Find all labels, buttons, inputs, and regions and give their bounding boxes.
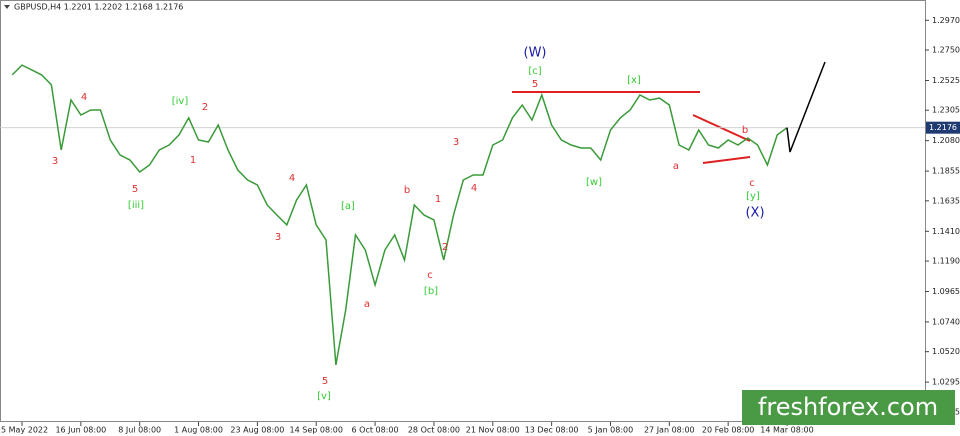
y-tick-label: 1.2305 <box>932 106 960 115</box>
wave-label: 4 <box>289 173 295 184</box>
wave-label: [x] <box>627 75 641 86</box>
wave-label: b <box>404 185 410 196</box>
wave-label: 3 <box>453 137 459 148</box>
y-tick-label: 1.0740 <box>932 317 960 326</box>
wave-label: [b] <box>424 286 438 297</box>
wave-label: b <box>742 125 748 136</box>
x-tick-label: 23 Aug 08:00 <box>230 426 284 435</box>
price-line <box>11 64 788 366</box>
y-tick-label: 1.2525 <box>932 76 960 85</box>
x-tick-label: 16 Jun 08:00 <box>55 426 106 435</box>
projection-line <box>786 61 826 153</box>
wave-label: (W) <box>524 46 547 61</box>
wave-label: (X) <box>745 206 764 221</box>
y-tick-label: 1.0520 <box>932 347 960 356</box>
wave-label: [iv] <box>172 96 189 107</box>
x-tick-label: 14 Mar 08:00 <box>760 426 813 435</box>
x-tick-label: 27 Jan 08:00 <box>644 426 695 435</box>
wave-label: [iii] <box>128 200 144 211</box>
wave-label: a <box>364 299 370 310</box>
wave-label: 2 <box>442 242 448 253</box>
menu-arrow[interactable] <box>4 5 10 9</box>
wave-label: c <box>427 270 433 281</box>
y-tick-label: 1.1855 <box>932 167 960 176</box>
wave-label: 1 <box>190 155 196 166</box>
x-tick-label: 21 Nov 08:00 <box>466 426 520 435</box>
current-price-label: 1.2176 <box>929 123 957 132</box>
wave-label: 3 <box>275 232 281 243</box>
y-tick-label: 1.0295 <box>932 378 960 387</box>
x-tick-label: 8 Jul 08:00 <box>118 426 161 435</box>
x-tick-label: 25 May 2022 <box>0 426 48 435</box>
wave-label: 4 <box>81 92 87 103</box>
wave-label: a <box>673 161 679 172</box>
chart-title: GBPUSD,H4 1.2201 1.2202 1.2168 1.2176 <box>14 3 183 12</box>
plot-frame <box>0 0 926 422</box>
wave-label: 1 <box>435 194 441 205</box>
y-tick-label: 1.2080 <box>932 136 960 145</box>
triangle-lower <box>702 156 751 164</box>
y-tick-label: 1.1410 <box>932 227 960 236</box>
wave-label: [c] <box>528 66 541 77</box>
wave-label: [a] <box>341 201 355 212</box>
y-tick-label: 1.2970 <box>932 16 960 25</box>
x-tick-label: 1 Aug 08:00 <box>174 426 223 435</box>
wave-label: 5 <box>322 376 328 387</box>
x-tick-label: 6 Oct 08:00 <box>352 426 399 435</box>
y-tick-label: 1.0965 <box>932 287 960 296</box>
wave-label: [v] <box>317 391 331 402</box>
y-tick-label: 1.1190 <box>932 257 960 266</box>
wave-label: c <box>749 178 755 189</box>
wave-label: 5 <box>532 79 538 90</box>
x-tick-label: 13 Dec 08:00 <box>525 426 579 435</box>
watermark-text: freshforex.com <box>758 393 938 421</box>
x-tick-label: 28 Oct 08:00 <box>408 426 460 435</box>
x-tick-label: 14 Sep 08:00 <box>290 426 343 435</box>
wave-label: 4 <box>471 183 477 194</box>
watermark: freshforex.com <box>742 390 955 425</box>
wave-label: [y] <box>746 191 760 202</box>
x-tick-label: 20 Feb 08:00 <box>702 426 754 435</box>
y-tick-label: 1.2750 <box>932 46 960 55</box>
wave-label: 5 <box>132 184 138 195</box>
wave-label: 3 <box>52 156 58 167</box>
current-price-box <box>926 121 960 134</box>
wave-label: 2 <box>202 102 208 113</box>
x-tick-label: 5 Jan 08:00 <box>588 426 634 435</box>
wave-label: [w] <box>586 177 602 188</box>
y-tick-label: 1.1635 <box>932 196 960 205</box>
